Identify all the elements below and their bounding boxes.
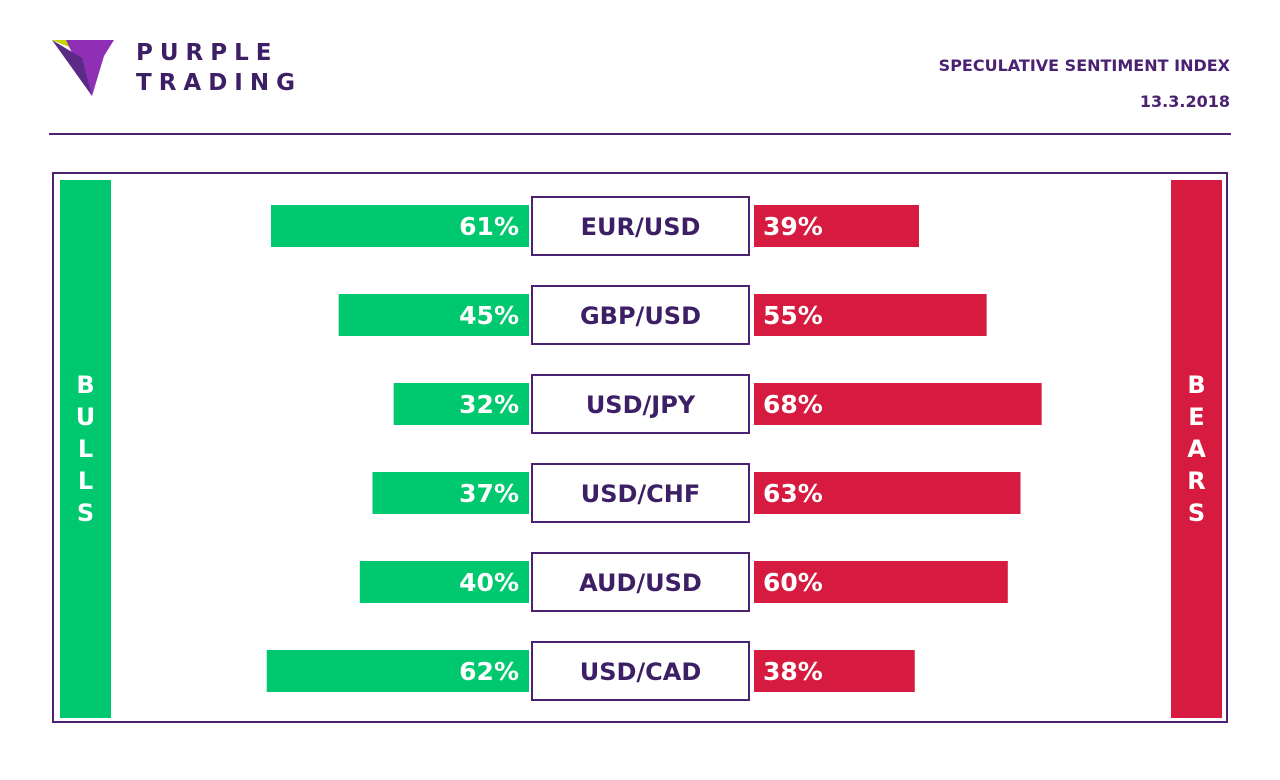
pair-label-box	[531, 463, 750, 523]
bulls-side-label: BULLS	[60, 180, 111, 718]
header-divider	[49, 133, 1231, 135]
brand-name-line1: PURPLE	[136, 40, 279, 66]
bear-value-label: 68%	[763, 390, 823, 419]
bull-value-label: 32%	[459, 390, 519, 419]
bull-bar	[338, 294, 529, 336]
bear-value-label: 63%	[763, 479, 823, 508]
bear-bar	[754, 383, 1042, 425]
pair-label-box	[531, 196, 750, 256]
pair-label-box	[531, 552, 750, 612]
pair-label: AUD/USD	[579, 569, 702, 597]
purple-v-logo-icon	[52, 40, 114, 96]
bear-bar	[754, 561, 1008, 603]
pair-label-box	[531, 374, 750, 434]
bear-value-label: 39%	[763, 212, 823, 241]
bull-bar	[270, 205, 529, 247]
pair-label: GBP/USD	[580, 302, 701, 330]
bear-value-label: 60%	[763, 568, 823, 597]
bears-side-label: BEARS	[1171, 180, 1222, 718]
bear-value-label: 55%	[763, 301, 823, 330]
pair-label: USD/CHF	[581, 480, 701, 508]
report-date: 13.3.2018	[1139, 92, 1230, 111]
bull-value-label: 45%	[459, 301, 519, 330]
bear-bar	[754, 294, 987, 336]
bear-bar	[754, 205, 919, 247]
bull-bar	[359, 561, 529, 603]
chart-frame	[52, 172, 1228, 723]
bull-value-label: 37%	[459, 479, 519, 508]
bull-value-label: 40%	[459, 568, 519, 597]
bear-bar	[754, 472, 1021, 514]
bull-bar	[372, 472, 529, 514]
bear-value-label: 38%	[763, 657, 823, 686]
pair-label-box	[531, 285, 750, 345]
report-title: SPECULATIVE SENTIMENT INDEX	[938, 56, 1230, 75]
brand-name-line2: TRADING	[136, 70, 302, 96]
bears-label-text: BEARS	[1187, 371, 1206, 527]
bull-value-label: 62%	[459, 657, 519, 686]
pair-label: EUR/USD	[581, 213, 701, 241]
brand-name: PURPLE TRADING	[136, 38, 302, 98]
bull-value-label: 61%	[459, 212, 519, 241]
bull-bar	[266, 650, 529, 692]
pair-label: USD/JPY	[586, 391, 696, 419]
pair-label-box	[531, 641, 750, 701]
bull-bar	[393, 383, 529, 425]
bear-bar	[754, 650, 915, 692]
pair-label: USD/CAD	[580, 658, 702, 686]
brand-logo: PURPLE TRADING	[52, 38, 322, 102]
bulls-label-text: BULLS	[75, 371, 96, 527]
